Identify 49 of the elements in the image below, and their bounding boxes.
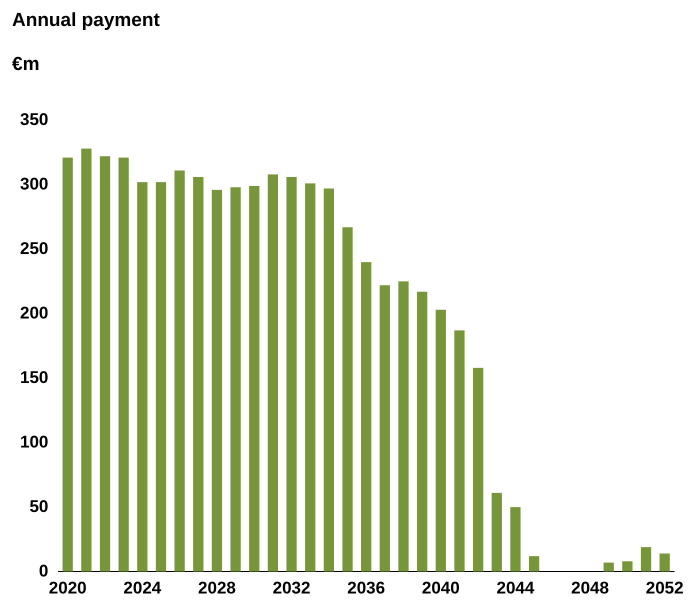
bar xyxy=(622,561,632,572)
y-tick-label: 250 xyxy=(20,238,48,258)
bar xyxy=(640,547,652,572)
x-tick-label: 2052 xyxy=(646,578,684,598)
bar xyxy=(492,492,502,572)
bar xyxy=(249,186,260,572)
bar xyxy=(398,281,409,572)
bar xyxy=(156,182,166,572)
bar xyxy=(324,188,334,572)
y-tick-label: 150 xyxy=(20,368,48,387)
bar xyxy=(436,310,446,572)
y-tick-label: 350 xyxy=(20,110,48,129)
x-tick-label: 2028 xyxy=(198,578,236,598)
bar xyxy=(528,556,540,572)
bar xyxy=(286,176,297,572)
bar xyxy=(454,330,465,572)
bar xyxy=(268,174,278,572)
bar xyxy=(417,292,428,572)
x-tick-label: 2024 xyxy=(123,578,162,598)
y-tick-label: 100 xyxy=(20,432,48,452)
bar xyxy=(230,187,241,572)
bar xyxy=(81,148,92,572)
bar xyxy=(118,158,129,572)
x-tick-label: 2044 xyxy=(496,578,535,598)
bar xyxy=(472,368,484,572)
x-tick-label: 2036 xyxy=(347,578,386,598)
x-tick-label: 2048 xyxy=(571,578,609,598)
y-axis-title: €m xyxy=(12,54,40,76)
bar xyxy=(100,156,110,572)
bar xyxy=(380,285,390,572)
y-tick-label: 300 xyxy=(20,174,48,194)
bar xyxy=(510,507,521,572)
x-tick-label: 2020 xyxy=(48,578,87,598)
bar xyxy=(660,554,670,572)
chart-title: Annual payment xyxy=(12,10,160,32)
x-tick-label: 2032 xyxy=(272,578,310,598)
x-tick-label: 2040 xyxy=(422,578,460,598)
bar xyxy=(305,183,316,572)
y-tick-label: 0 xyxy=(38,561,48,580)
bar xyxy=(342,227,353,572)
bar xyxy=(62,158,73,572)
bar xyxy=(137,182,148,572)
bar xyxy=(604,562,614,572)
bar xyxy=(361,262,372,572)
y-tick-label: 50 xyxy=(29,496,48,516)
bar xyxy=(212,190,222,572)
bar xyxy=(193,176,204,572)
bar xyxy=(174,170,185,572)
y-tick-label: 200 xyxy=(20,303,48,322)
